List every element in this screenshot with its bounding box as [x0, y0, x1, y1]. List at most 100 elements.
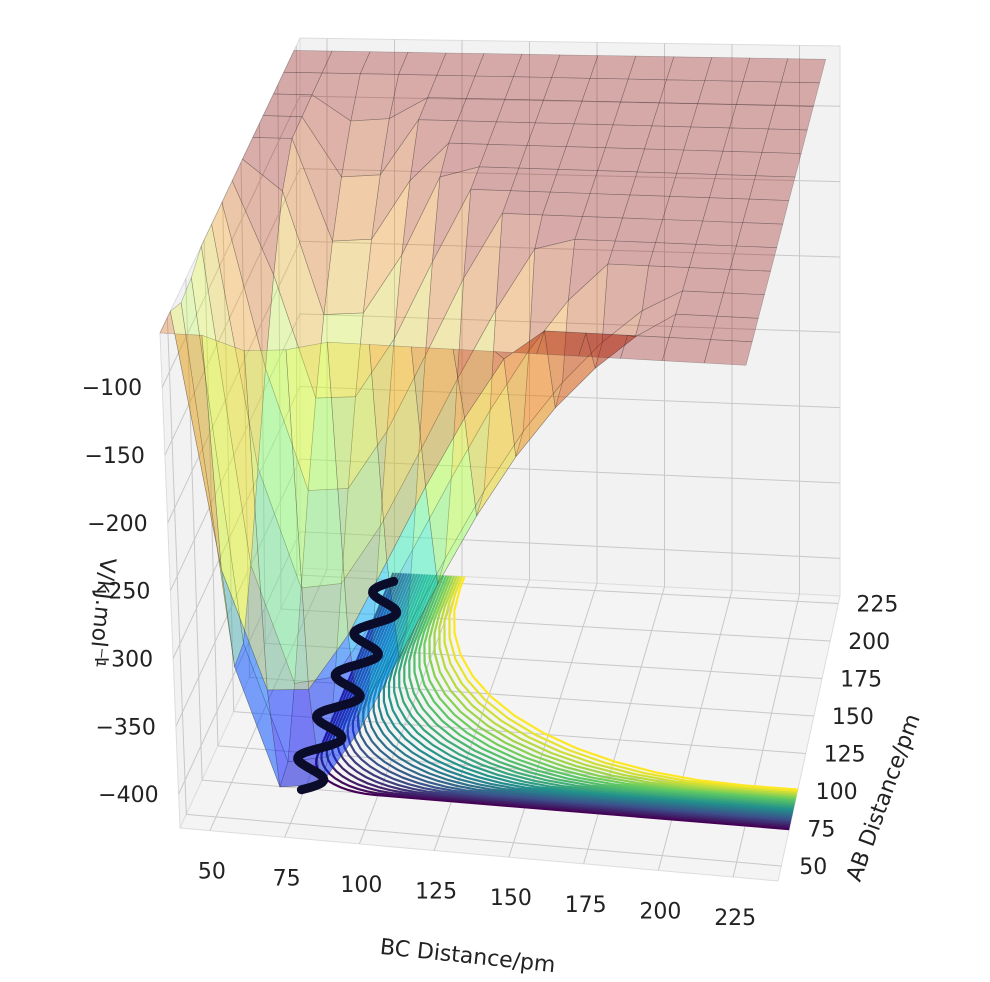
surface-patch — [704, 57, 751, 82]
surface-patch — [504, 76, 553, 101]
x-tick-label: 50 — [198, 860, 226, 885]
surface-patch — [526, 122, 575, 147]
reaction-trajectory — [293, 576, 402, 795]
surface-patch — [409, 119, 458, 182]
surface-patch — [697, 80, 744, 105]
surface-patch — [457, 98, 506, 123]
surface-patch — [231, 158, 283, 277]
surface-patch — [221, 569, 281, 788]
gridline-y — [186, 813, 782, 867]
gridline-z — [169, 313, 301, 591]
surface-patch — [644, 125, 692, 151]
surface-patch — [690, 103, 737, 129]
surface-patch — [761, 128, 808, 154]
surface-patch — [347, 337, 395, 490]
y-tick-label: 175 — [840, 668, 882, 693]
surface-patch — [470, 166, 520, 192]
surface-patch — [755, 151, 802, 178]
surface-patch — [688, 243, 737, 270]
gridline-z — [167, 241, 301, 524]
trajectory-path — [293, 576, 402, 795]
surface-patch — [597, 147, 645, 173]
surface-patch — [494, 330, 545, 360]
surface-patch — [495, 98, 544, 124]
surface-patch — [668, 313, 718, 340]
surface-patch — [452, 348, 505, 419]
surface-patch — [589, 55, 637, 80]
surface-patch — [676, 149, 724, 175]
surface-patch — [620, 78, 667, 104]
surface-patch — [380, 355, 426, 527]
surface-patch — [410, 346, 465, 488]
surface-patch — [371, 119, 419, 240]
surface-patch — [518, 145, 567, 170]
surface-patch — [515, 382, 563, 457]
y-tick-label: 100 — [816, 780, 858, 805]
surface-patch — [651, 102, 699, 128]
surface-patch — [448, 120, 497, 145]
z-tick-label: −250 — [90, 580, 150, 605]
contour-line — [367, 573, 793, 816]
surface-patch — [534, 99, 583, 125]
surface-patch — [682, 267, 731, 294]
surface-patch — [200, 223, 259, 565]
gridline-z — [299, 385, 841, 409]
contour-line — [428, 575, 797, 798]
surface-patch — [285, 341, 349, 691]
surface-patch — [444, 410, 491, 559]
surface-patch — [332, 174, 381, 242]
surface-patch — [221, 180, 275, 369]
surface-patch — [363, 180, 411, 314]
gridline-x — [732, 593, 800, 878]
y-tick-label: 225 — [856, 593, 898, 618]
gridline-x — [209, 569, 328, 831]
surface-patch — [380, 96, 429, 175]
gridline-y — [166, 317, 187, 815]
surface-patch — [510, 167, 559, 193]
y-tick-label: 200 — [848, 630, 890, 655]
surface-patch — [489, 247, 536, 412]
x-tick-label: 75 — [273, 866, 301, 891]
z-tick-label: −200 — [87, 512, 147, 537]
surface-patch — [483, 350, 530, 493]
energy-surface — [159, 50, 827, 788]
surface-patch — [478, 143, 528, 169]
surface-patch — [250, 467, 302, 684]
surface-patch — [388, 74, 438, 120]
surface-patch — [557, 146, 606, 171]
gridline-x — [433, 579, 530, 851]
contour-line — [403, 574, 795, 806]
surface-patch — [722, 127, 769, 153]
x-tick-label: 175 — [565, 893, 607, 918]
surface-patch — [291, 116, 342, 243]
surface-patch — [180, 276, 244, 667]
surface-patch — [655, 219, 704, 245]
z-tick-label: −350 — [95, 715, 155, 740]
z-tick-label: −300 — [93, 648, 153, 673]
surface-patch — [641, 265, 690, 312]
surface-patch — [398, 51, 447, 76]
surface-patch — [661, 337, 711, 364]
gridline-y — [258, 123, 266, 644]
gridline-y — [203, 239, 219, 746]
surface-patch — [629, 171, 678, 197]
gridline-z — [299, 168, 841, 183]
surface-patch — [265, 274, 317, 491]
surface-patch — [321, 50, 371, 75]
gridline-x — [508, 583, 598, 858]
surface-patch — [401, 142, 450, 256]
floor-contours — [315, 572, 798, 831]
y-tick-label: 50 — [799, 855, 827, 880]
surface-patch — [574, 216, 623, 242]
contour-line — [418, 575, 796, 801]
surface-patch — [406, 478, 452, 631]
surface-patch — [536, 330, 587, 357]
surface-patch — [341, 430, 388, 585]
surface-patch — [581, 77, 629, 103]
gridline-x — [583, 586, 665, 864]
surface-patch — [463, 188, 512, 279]
surface-patch — [301, 94, 352, 178]
surface-patch — [573, 100, 622, 126]
surface-patch — [327, 341, 388, 636]
y-tick-label: 150 — [832, 705, 874, 730]
